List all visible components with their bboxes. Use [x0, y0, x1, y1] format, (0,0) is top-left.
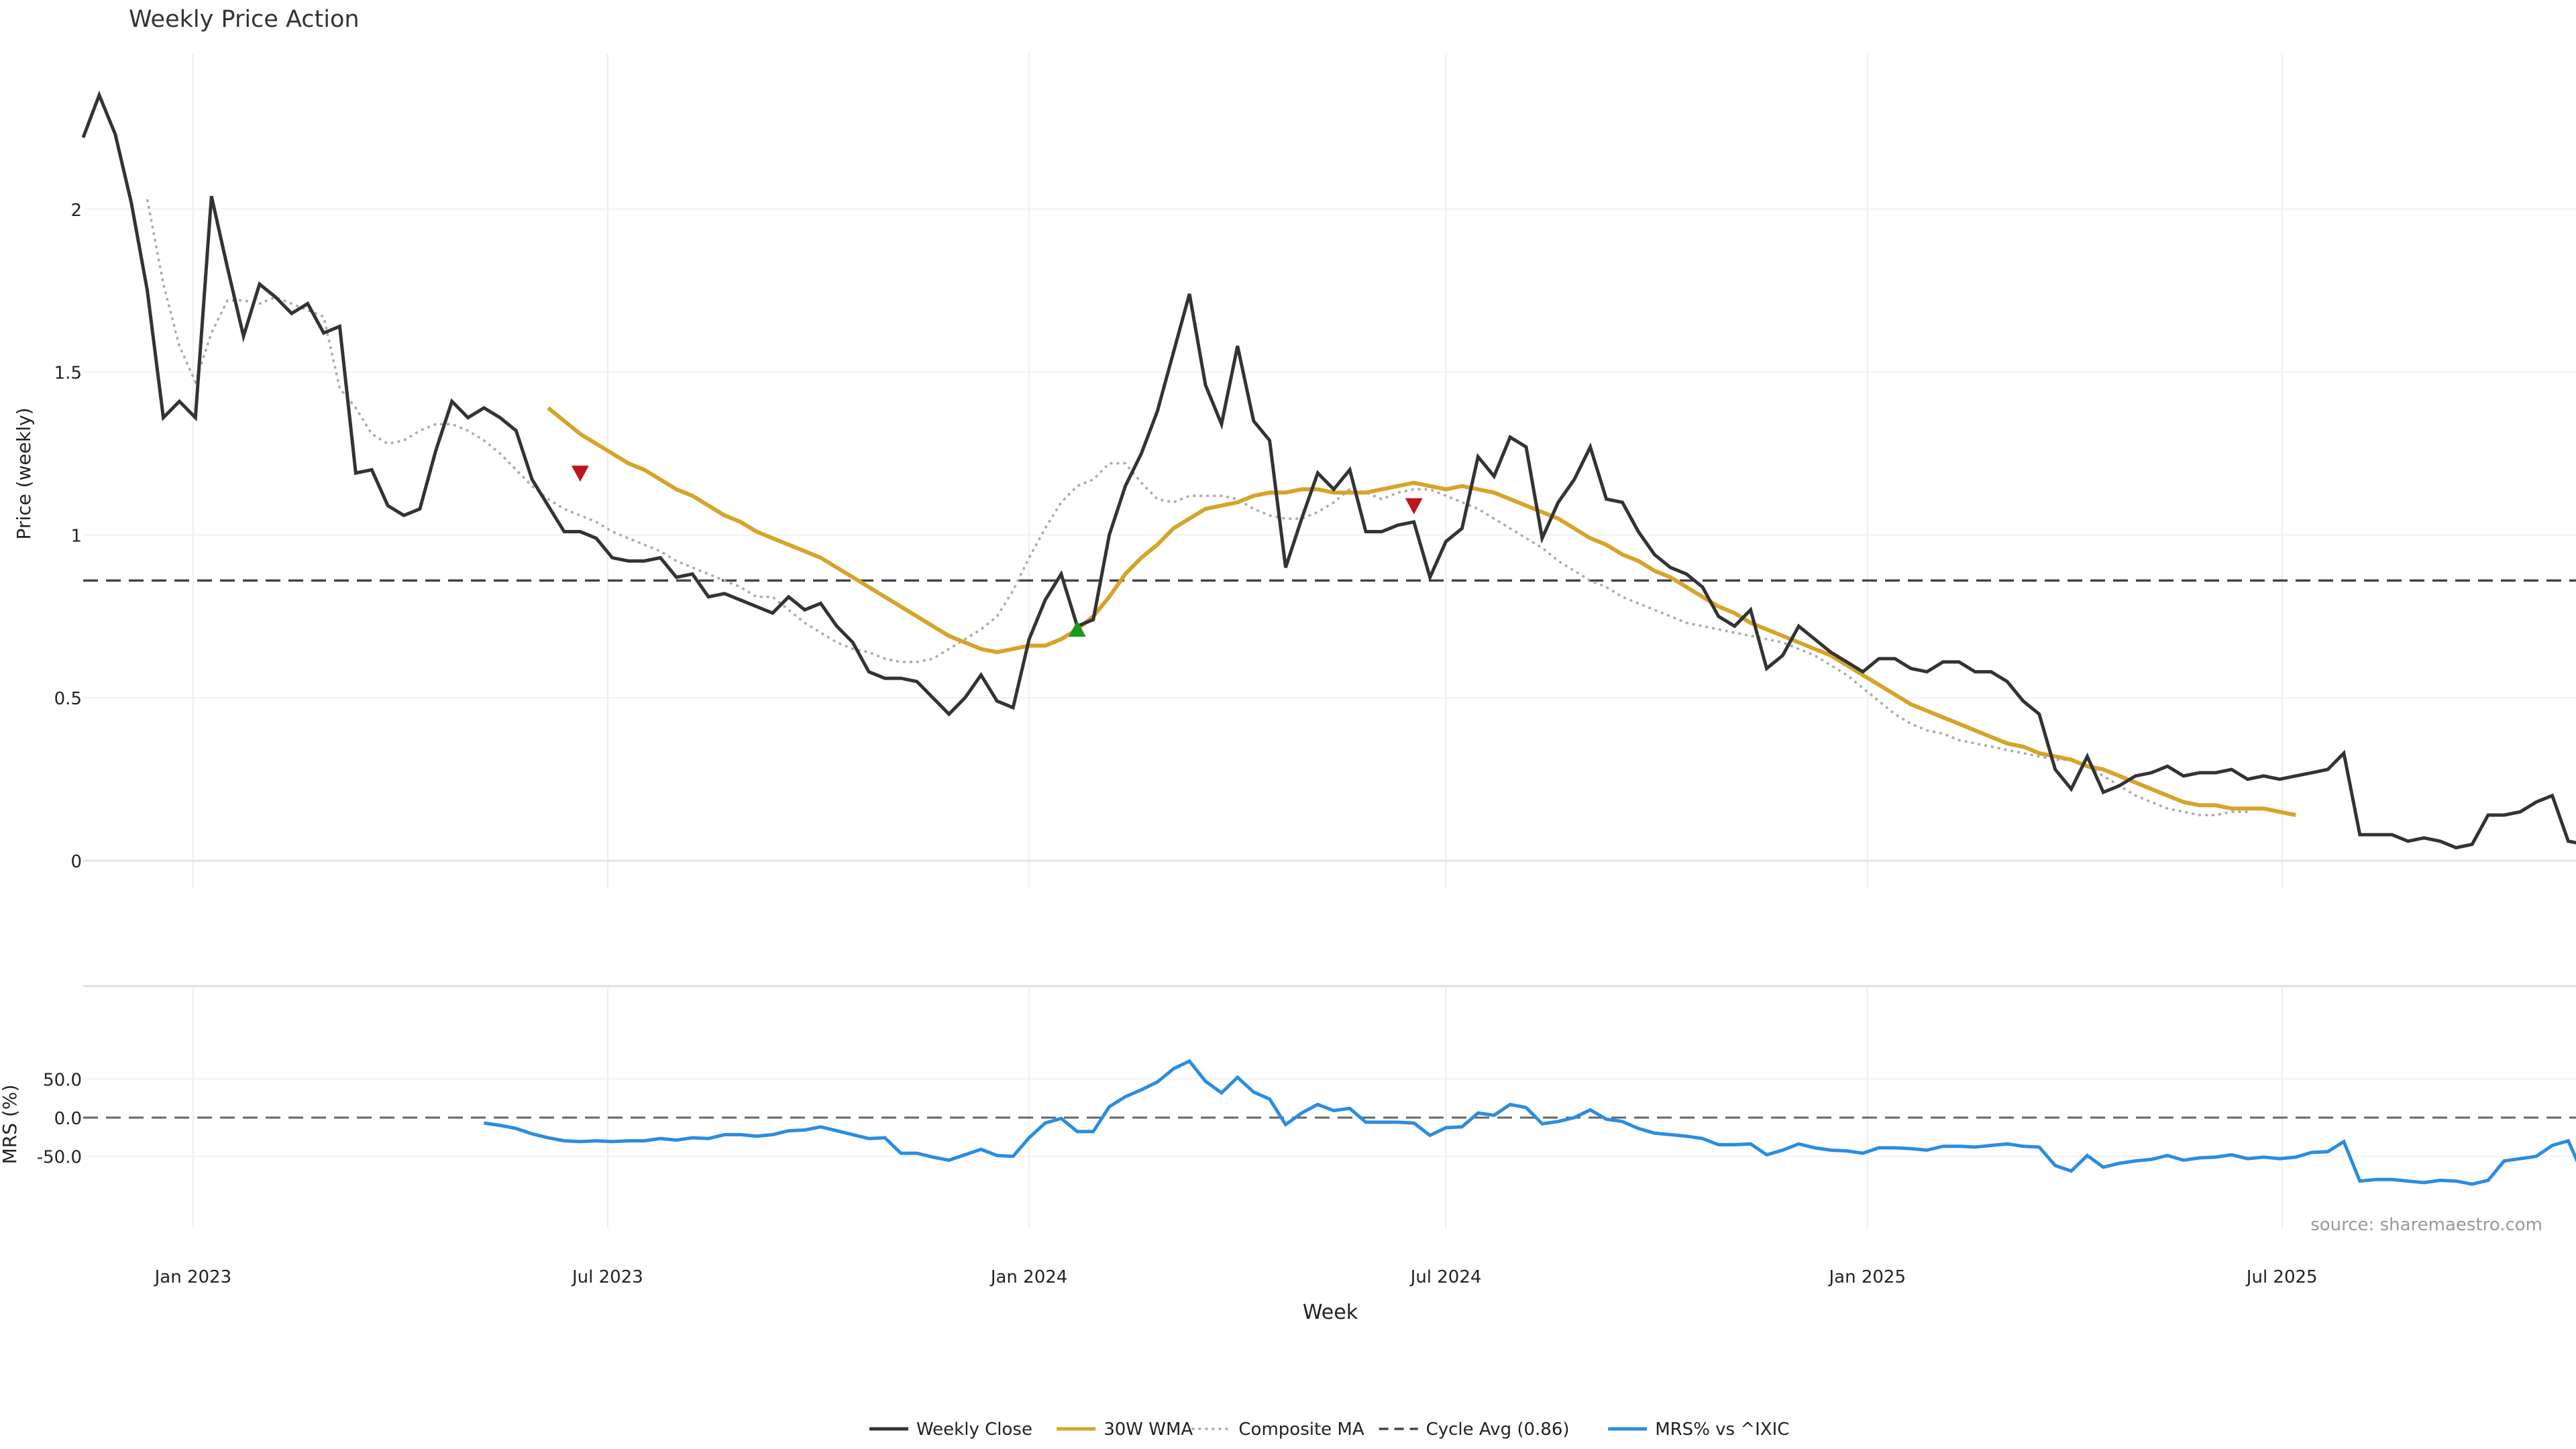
x-tick-label: Jul 2025: [2245, 1267, 2318, 1287]
legend-label: 30W WMA: [1104, 1419, 1193, 1440]
x-axis-label: Week: [1303, 1301, 1358, 1324]
mrs-panel-grid: [83, 986, 2576, 1228]
mrs-line: [484, 1059, 2576, 1186]
sell-signal-marker: [571, 466, 589, 482]
y-tick-label: -50.0: [37, 1148, 82, 1168]
composite-ma-line: [146, 199, 2248, 816]
y-tick-label: 2: [70, 201, 82, 221]
x-tick-label: Jan 2024: [989, 1267, 1068, 1287]
chart-title: Weekly Price Action: [129, 6, 360, 33]
y-tick-label: 1: [70, 526, 82, 546]
wma-30w-line: [547, 406, 2296, 817]
price-y-tick-labels: 0 0.5 1 1.5 2: [54, 201, 82, 872]
x-tick-label: Jan 2025: [1827, 1267, 1906, 1287]
mrs-y-axis-label: MRS (%): [0, 1085, 21, 1165]
mrs-y-tick-labels: 50.0 0.0 -50.0: [37, 1070, 82, 1167]
price-y-axis-label: Price (weekly): [13, 408, 35, 540]
x-tick-label: Jul 2024: [1409, 1267, 1482, 1287]
y-tick-label: 1.5: [54, 364, 82, 384]
legend-label: Weekly Close: [916, 1419, 1032, 1440]
price-panel-grid: [83, 54, 2576, 889]
x-tick-labels: Jan 2023 Jul 2023 Jan 2024 Jul 2024 Jan 2025…: [154, 1267, 2318, 1287]
weekly-close-line: [81, 90, 2576, 850]
x-tick-label: Jul 2023: [571, 1267, 643, 1287]
y-tick-label: 50.0: [43, 1070, 82, 1090]
legend-label: MRS% vs ^IXIC: [1655, 1419, 1789, 1440]
legend-label: Cycle Avg (0.86): [1426, 1419, 1570, 1440]
legend-label: Composite MA: [1238, 1419, 1364, 1440]
buy-signal-marker: [1068, 621, 1086, 637]
x-tick-label: Jan 2023: [154, 1267, 232, 1287]
sell-signal-marker: [1405, 498, 1423, 515]
signal-markers: [571, 466, 1423, 637]
y-tick-label: 0.5: [54, 689, 82, 709]
y-tick-label: 0.0: [54, 1109, 82, 1129]
y-tick-label: 0: [70, 852, 82, 872]
source-annotation: source: sharemaestro.com: [2310, 1215, 2542, 1235]
legend: Weekly Close 30W WMA Composite MA Cycle Avg…: [869, 1419, 1789, 1440]
